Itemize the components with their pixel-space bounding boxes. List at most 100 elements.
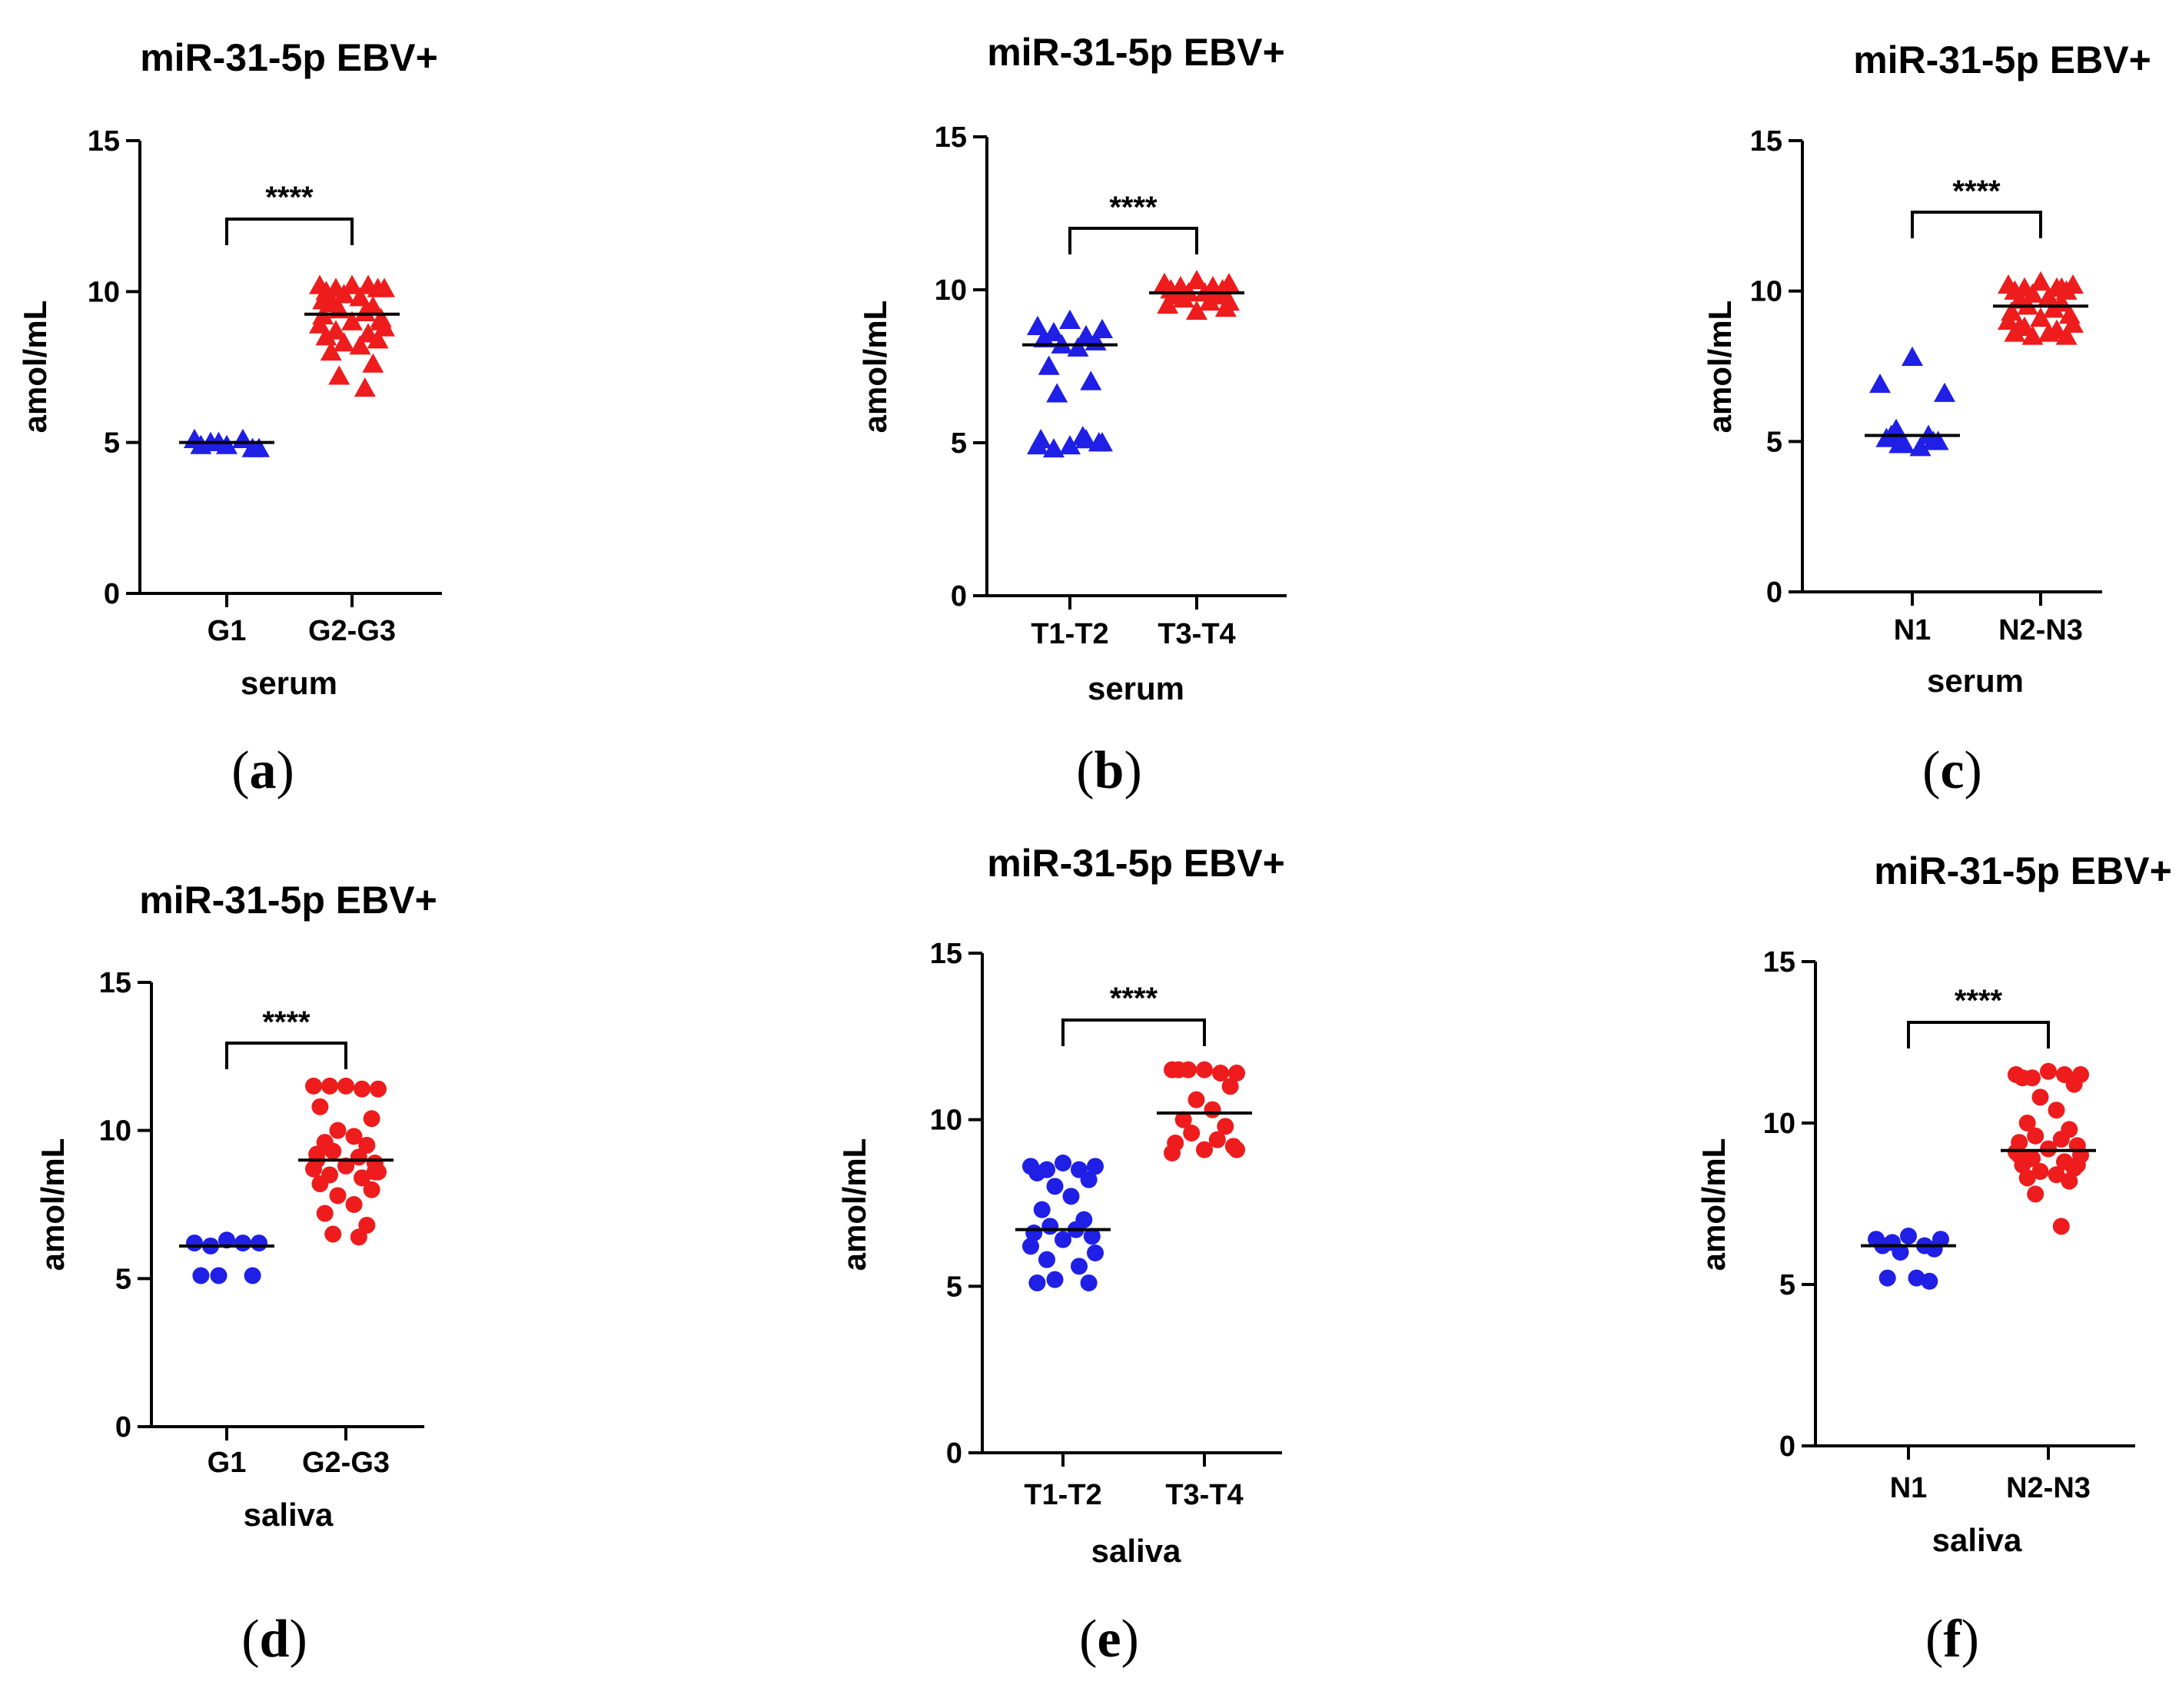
data-point [350, 1228, 367, 1246]
series-N2-N3 [1998, 271, 2084, 345]
data-point [1908, 1269, 1925, 1287]
data-point [1028, 1165, 1046, 1181]
data-point [333, 284, 355, 304]
data-point [2030, 307, 2051, 327]
data-point [2018, 1115, 2036, 1131]
data-point [1062, 1188, 1080, 1205]
data-point [1075, 429, 1097, 449]
data-point [1028, 1274, 1046, 1291]
chart-title: miR-31-5p EBV+ [987, 31, 1285, 74]
data-point [345, 1196, 363, 1213]
data-point [358, 1136, 376, 1154]
data-point [1041, 1218, 1059, 1235]
y-tick-label: 5 [946, 1271, 962, 1303]
data-point [1080, 371, 1102, 390]
panel-label: (d) [241, 1610, 307, 1669]
data-point [1196, 1141, 1213, 1158]
data-point [1204, 1101, 1221, 1118]
y-tick-label: 15 [88, 125, 120, 158]
data-point [1027, 434, 1048, 455]
data-point [349, 287, 371, 307]
chart-panel-d: miR-31-5p EBV+ 0 5 10 15 G1 G2-G3 saliva amol/mL… [35, 879, 437, 1669]
series-G2-G3 [309, 274, 395, 397]
data-point [1059, 434, 1081, 455]
data-point [329, 1187, 347, 1205]
data-point [337, 1157, 354, 1175]
data-point [1033, 1201, 1051, 1218]
x-tick-label: G2-G3 [308, 615, 396, 647]
x-tick-label: T3-T4 [1165, 1479, 1243, 1511]
x-tick-label: T1-T2 [1024, 1479, 1101, 1511]
data-point [1055, 1155, 1071, 1171]
data-point [1022, 1238, 1039, 1255]
data-point [1083, 1228, 1101, 1245]
data-point [321, 1077, 338, 1095]
data-point [2027, 1185, 2044, 1203]
y-tick-label: 10 [935, 274, 967, 307]
panel-label: (f) [1925, 1610, 1979, 1669]
data-point [251, 1234, 267, 1252]
data-point [324, 1225, 342, 1243]
data-point [1043, 437, 1065, 458]
data-point [2042, 298, 2064, 318]
significance-label: **** [265, 181, 314, 214]
data-point [1902, 346, 1923, 366]
data-point [367, 277, 389, 297]
chart-title: miR-31-5p EBV+ [1874, 849, 2172, 892]
data-point [320, 341, 342, 361]
data-point [341, 311, 363, 331]
data-point [1046, 383, 1068, 403]
data-point [2055, 325, 2078, 345]
data-point [1033, 327, 1055, 347]
data-point [2038, 322, 2060, 342]
series-T3-T4 [1164, 1061, 1245, 1161]
significance-bracket [1068, 227, 1198, 254]
significance-label: **** [1110, 982, 1158, 1015]
data-point [1174, 1111, 1192, 1128]
data-point [2040, 1062, 2057, 1080]
data-point [2031, 1163, 2049, 1180]
series-G1 [186, 1231, 267, 1284]
y-tick-label: 5 [115, 1263, 131, 1295]
y-tick-label: 5 [1779, 1269, 1795, 1301]
y-tick-label: 10 [930, 1105, 962, 1137]
data-point [362, 353, 384, 373]
data-point [1186, 270, 1207, 290]
data-point [363, 1110, 380, 1128]
x-tick-label: N1 [1890, 1472, 1928, 1504]
data-point [2048, 1102, 2065, 1119]
panel-label: (e) [1079, 1610, 1139, 1669]
data-point [1055, 1231, 1071, 1248]
panel-label: (b) [1076, 741, 1142, 800]
data-point [1208, 1131, 1226, 1148]
data-point [1892, 1244, 1909, 1261]
significance-label: **** [1955, 984, 2003, 1018]
data-point [2048, 1166, 2065, 1184]
y-tick-label: 15 [1750, 125, 1782, 158]
y-axis-label: amol/mL [35, 1138, 71, 1271]
panel-label: (a) [231, 741, 294, 800]
data-point [305, 1077, 322, 1095]
series-N1 [1868, 1228, 1949, 1290]
data-point [2065, 1075, 2083, 1093]
data-point [210, 1267, 228, 1284]
data-point [316, 1205, 334, 1222]
data-point [1869, 373, 1891, 394]
y-tick-label: 5 [104, 427, 120, 460]
data-point [2030, 271, 2051, 291]
data-point [1038, 355, 1060, 375]
x-axis-label: serum [1088, 670, 1184, 706]
data-point [2021, 325, 2044, 345]
data-point [1934, 382, 1955, 402]
data-point [1080, 1171, 1098, 1188]
data-point [366, 1163, 384, 1181]
y-tick-label: 15 [99, 967, 131, 999]
data-point [311, 1098, 329, 1115]
data-point [1218, 291, 1240, 311]
y-tick-label: 10 [99, 1115, 131, 1148]
y-axis-label: amol/mL [857, 301, 893, 434]
data-point [1091, 432, 1113, 452]
data-point [363, 1181, 380, 1198]
data-point [2040, 1140, 2057, 1158]
x-tick-label: G2-G3 [302, 1447, 390, 1479]
